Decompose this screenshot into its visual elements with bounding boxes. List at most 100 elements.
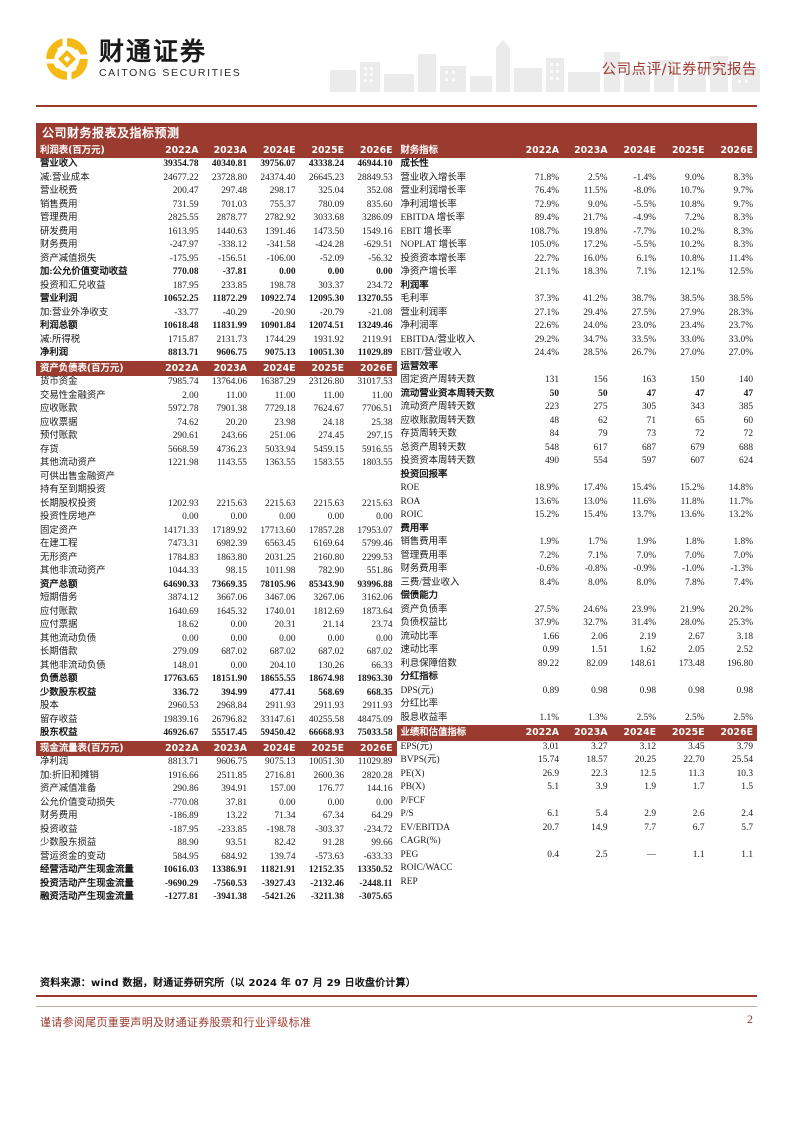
cell-2022A: 37.9% (534, 618, 559, 629)
cell-2024E: 39756.07 (260, 159, 296, 170)
cell-2024E: -5.5% (633, 240, 656, 251)
cell-2026E: 28849.53 (357, 172, 393, 183)
cell-2024E: 204.10 (269, 660, 296, 671)
cell-2025E: 11.00 (323, 390, 344, 401)
cell-2025E: 2160.80 (313, 552, 344, 563)
caitong-logo-icon (44, 36, 90, 82)
row-label: 加:公允价值变动收益 (40, 267, 128, 278)
cell-2022A: 105.0% (530, 240, 559, 251)
financial-tables: 利润表(百万元) 2022A 2023A 2024E 2025E 2026E 营业收入 393… (36, 143, 757, 905)
cell-2024E: 6563.45 (265, 539, 296, 550)
cell-2026E: 0.98 (736, 685, 753, 696)
page-header: 财通证券 CAITONG SECURITIES 公司点评/证券研究报告 (0, 0, 793, 107)
cell-2023A: 701.03 (221, 199, 247, 210)
row-label: 其他流动负债 (40, 633, 97, 644)
cell-2024E: -0.9% (633, 564, 656, 575)
column-header-2025E: 2025E (660, 143, 709, 159)
cell-2022A: -770.08 (169, 797, 199, 808)
table-row: 可供出售金融资产 (36, 471, 397, 485)
row-label: 预付账款 (40, 431, 78, 442)
table-row: EBIT 增长率 108.7% 19.8% -7.7% 10.2% 8.3% (397, 226, 758, 240)
table-row: 少数股东损益 88.90 93.51 82.42 91.28 99.66 (36, 837, 397, 851)
cell-2023A: 79 (598, 429, 608, 440)
cell-2023A: 18.3% (583, 267, 608, 278)
cell-2026E (709, 469, 758, 483)
cell-2025E: 66668.93 (308, 728, 344, 739)
table-row: 财务费用 -186.89 13.22 71.34 67.34 64.29 (36, 810, 397, 824)
cell-2024E: -4.9% (633, 213, 656, 224)
cell-2025E (660, 469, 709, 483)
table-row: 运营效率 (397, 361, 758, 375)
cell-2023A: 28.5% (583, 348, 608, 359)
cell-2024E: 73 (646, 429, 656, 440)
cell-2023A: 24.0% (583, 321, 608, 332)
cell-2026E: 11029.89 (357, 757, 393, 768)
cell-2026E: 688 (738, 442, 753, 453)
cell-2024E (612, 862, 661, 876)
cell-2025E: -424.28 (315, 240, 344, 251)
cell-2024E: 15.4% (631, 483, 656, 494)
column-header-2026E: 2026E (348, 360, 397, 377)
row-label: P/FCF (400, 795, 426, 806)
cell-2025E: 1583.55 (313, 458, 344, 469)
cell-2023A: 37.81 (225, 797, 247, 808)
table-row: 营业利润率 27.1% 29.4% 27.5% 27.9% 28.3% (397, 307, 758, 321)
row-label: EBITDA 增长率 (400, 213, 465, 224)
cell-2025E (660, 590, 709, 604)
column-header-2023A: 2023A (202, 360, 251, 377)
column-header-2025E: 2025E (299, 143, 348, 159)
cell-2025E: 91.28 (322, 838, 344, 849)
column-header-2024E: 2024E (251, 143, 300, 159)
table-row: 资产减值损失 -175.95 -156.51 -106.00 -52.09 -56.32 (36, 253, 397, 267)
cell-2025E: 1812.69 (313, 606, 344, 617)
table-row: 投资收益 -187.95 -233.85 -198.78 -303.37 -234.72 (36, 824, 397, 838)
cell-2026E: 668.35 (366, 687, 393, 698)
cell-2025E: 1.7 (692, 782, 705, 793)
cell-2023A: 6982.39 (216, 539, 247, 550)
cell-2024E: 1391.46 (265, 226, 296, 237)
cell-2024E: 305 (641, 402, 656, 413)
cell-2025E: 33.0% (680, 334, 705, 345)
cell-2022A: 17763.65 (163, 674, 199, 685)
cell-2023A: 20.20 (225, 417, 247, 428)
cell-2023A (203, 484, 252, 498)
cell-2026E (709, 795, 758, 809)
cell-2026E: 2.5% (733, 712, 753, 723)
table-row: 留存收益 19839.16 26796.82 33147.61 40255.58 4847… (36, 714, 397, 728)
cell-2022A (515, 158, 564, 172)
cell-2025E: 607 (690, 456, 705, 467)
cell-2026E: 3.18 (736, 631, 753, 642)
cell-2022A: 84 (549, 429, 559, 440)
row-label: 固定资产周转天数 (400, 375, 476, 386)
table-row: 营业收入 39354.78 40340.81 39756.07 43338.24 4694… (36, 158, 397, 172)
row-label: 总资产周转天数 (400, 442, 467, 453)
cell-2024E (612, 698, 661, 712)
cell-2023A (563, 590, 612, 604)
cell-2022A: 1784.83 (168, 552, 199, 563)
cell-2024E: -1.4% (633, 172, 656, 183)
cell-2022A: 3874.12 (168, 593, 199, 604)
cell-2024E (251, 484, 300, 498)
table-row: 投资和汇兑收益 187.95 233.85 198.78 303.37 234.72 (36, 280, 397, 294)
cell-2024E: 0.00 (279, 512, 296, 523)
cell-2023A: 1.51 (591, 645, 608, 656)
table-row: 分红比率 (397, 698, 758, 712)
cell-2025E: 780.09 (318, 199, 344, 210)
cell-2024E (612, 469, 661, 483)
cell-2026E: 1803.55 (362, 458, 393, 469)
cell-2024E: 7729.18 (265, 404, 296, 415)
cell-2026E: 352.08 (366, 186, 393, 197)
cell-2026E: 687.02 (366, 647, 393, 658)
cell-2025E: 10.2% (680, 226, 705, 237)
cell-2025E (660, 671, 709, 685)
cell-2026E: 7706.51 (362, 404, 393, 415)
table-row: 流动资产周转天数 223 275 305 343 385 (397, 401, 758, 415)
cell-2022A: 7985.74 (168, 377, 199, 388)
table-row: 少数股东权益 336.72 394.99 477.41 568.69 668.35 (36, 687, 397, 701)
row-label: 短期借务 (40, 593, 78, 604)
cell-2024E: 7.7 (644, 822, 656, 833)
cell-2022A: 2.00 (182, 390, 199, 401)
cell-2022A: 0.89 (542, 685, 559, 696)
cell-2023A: 1.3% (587, 712, 608, 723)
cell-2025E: 0.00 (327, 797, 344, 808)
